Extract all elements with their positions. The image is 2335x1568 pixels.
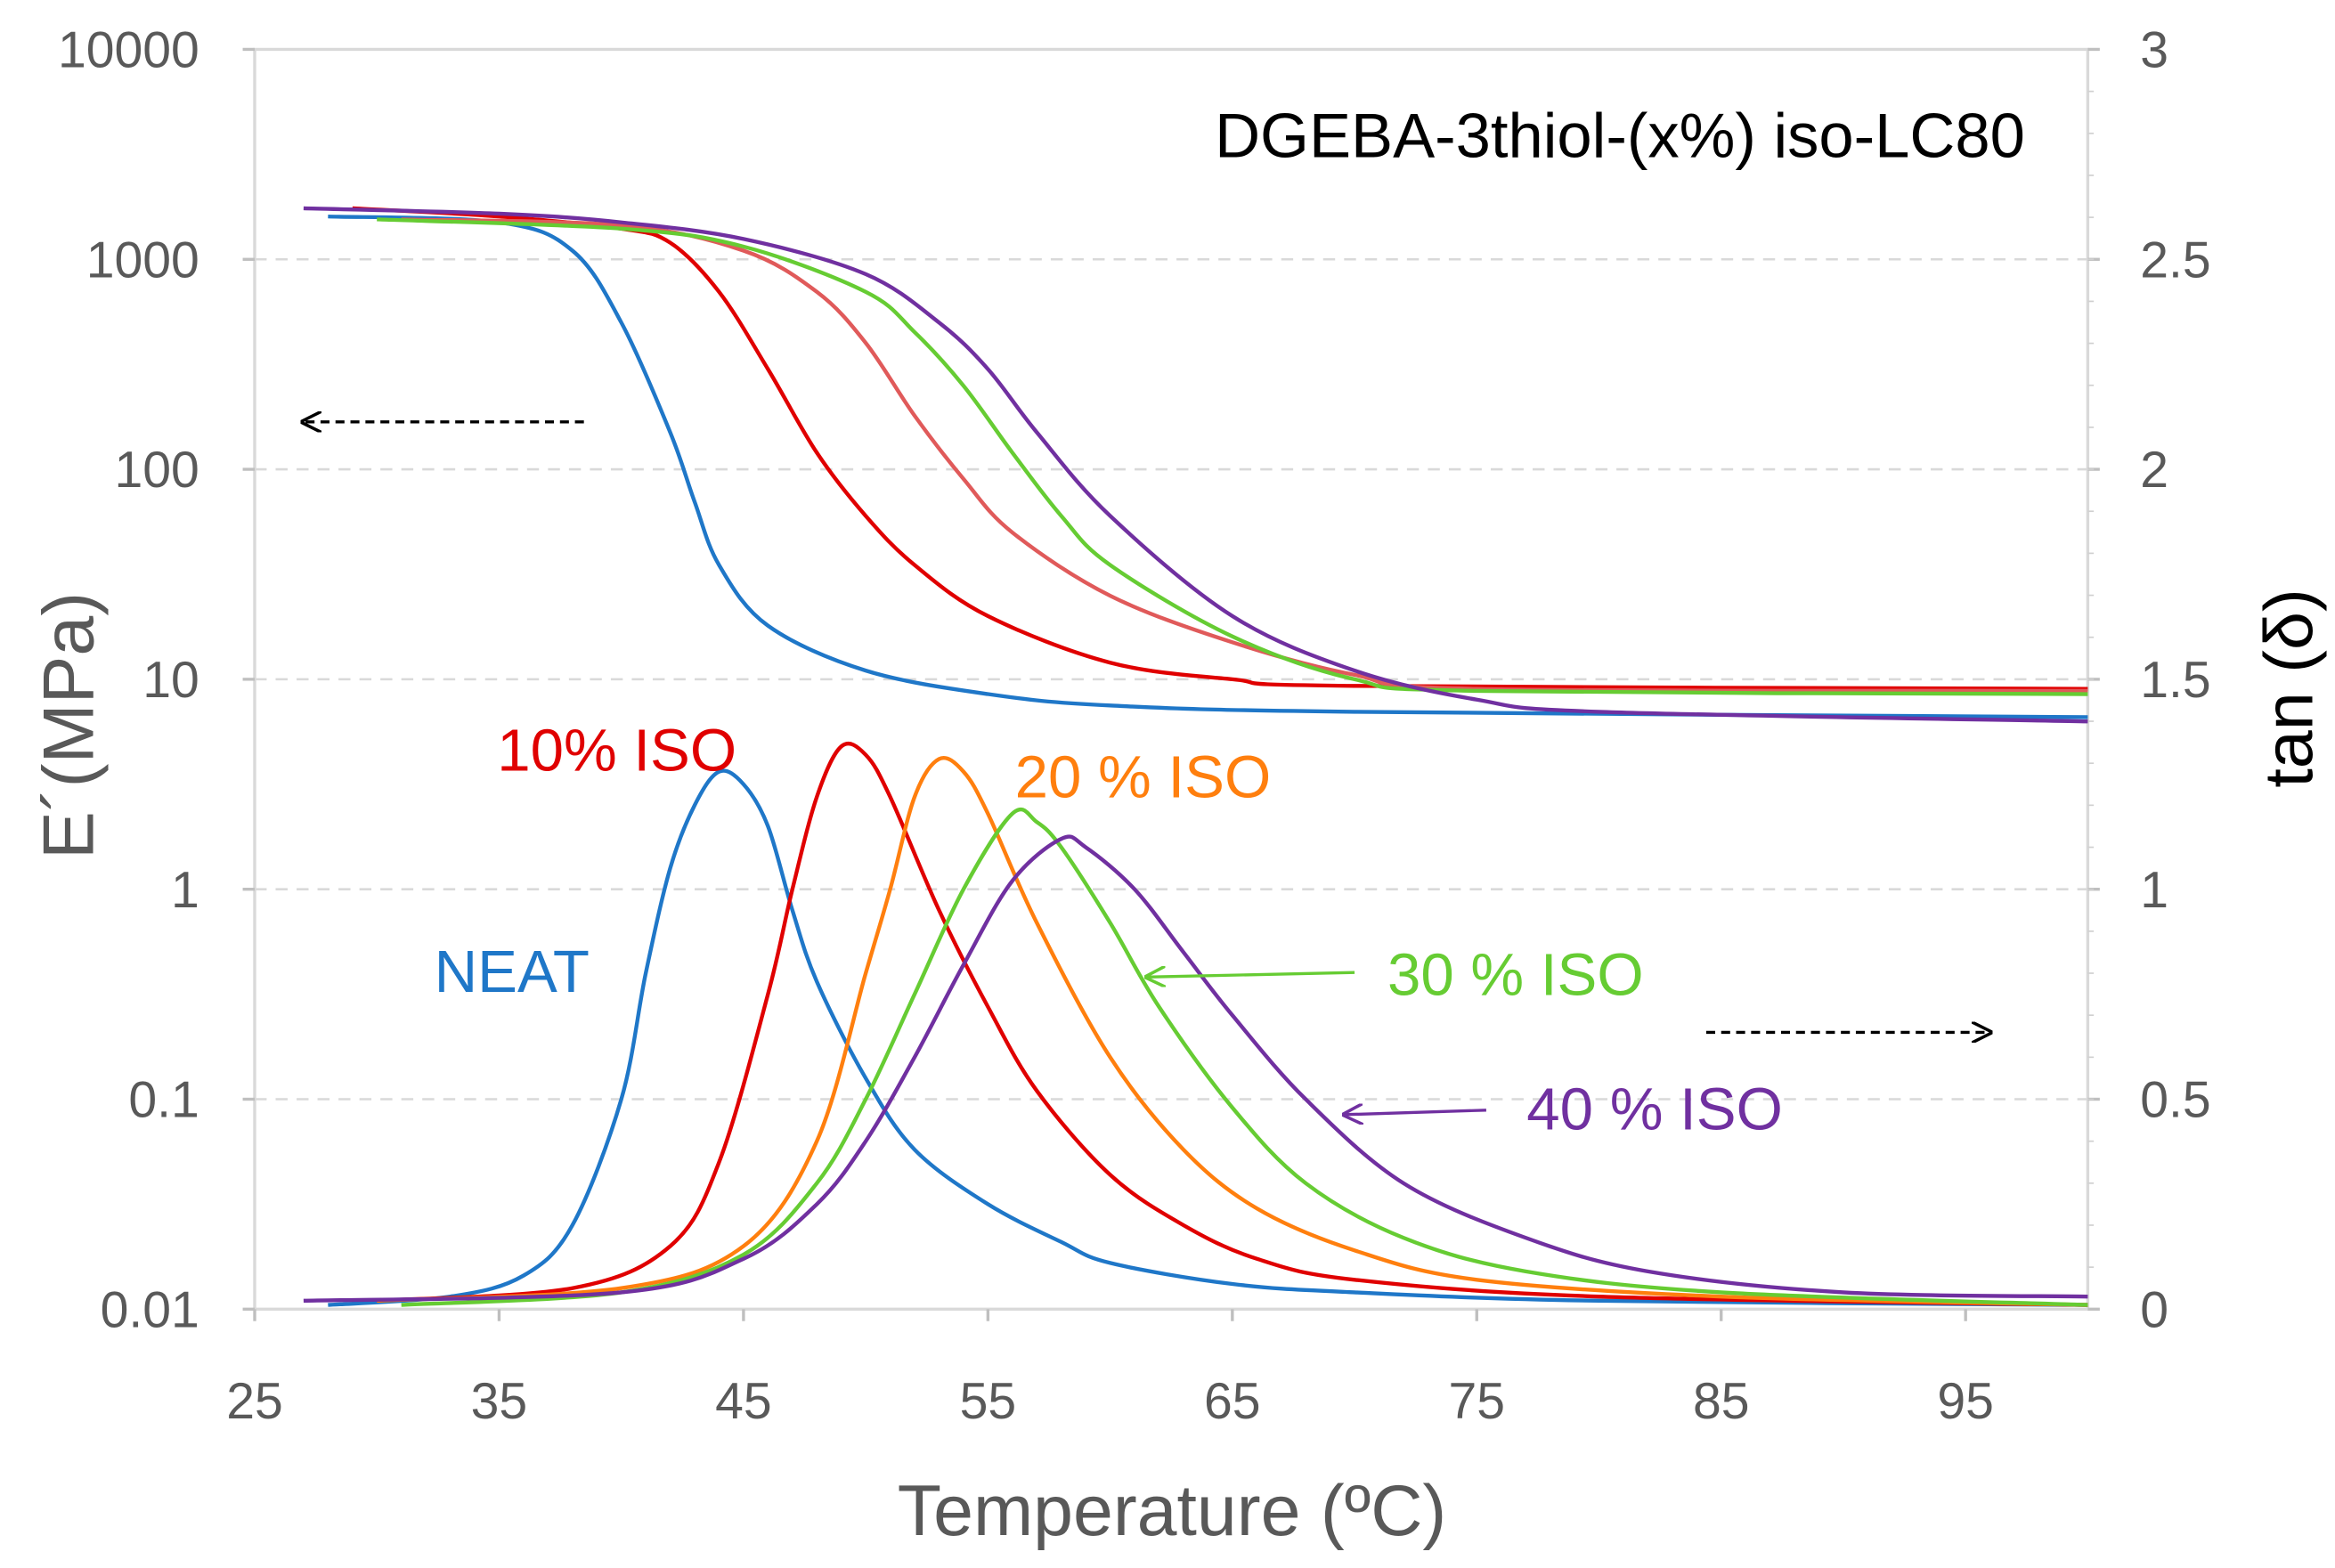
series-40-iso-tan <box>303 834 2088 1304</box>
y2-tick-label: 0 <box>2140 1281 2168 1338</box>
annotation-neat: NEAT <box>435 938 590 1005</box>
axis-ticks: 10000 1000 100 10 1 0.1 0.01 3 2.5 2 1.5 1 0.5 0 25 35 4… <box>58 22 2211 1430</box>
x-tick-label: 85 <box>1693 1373 1750 1430</box>
arrow-40-iso <box>1344 1110 1486 1115</box>
chart-title: DGEBA-3thiol-(x%) iso-LC80 <box>1215 100 2025 170</box>
series-40-iso-e <box>303 206 2088 724</box>
series-20-iso-e <box>401 217 2088 694</box>
y-axis-label: E´(MPa) <box>29 592 110 859</box>
series-neat-tan <box>328 768 2088 1307</box>
y-tick-label: 10000 <box>58 22 199 79</box>
y-tick-label: 1 <box>171 862 199 919</box>
series-lines <box>303 206 2088 1307</box>
annotation-20-iso: 20 % ISO <box>1015 744 1272 811</box>
y2-tick-label: 1.5 <box>2140 652 2210 709</box>
y-tick-label: 100 <box>115 442 199 499</box>
annotation-30-iso: 30 % ISO <box>1387 941 1644 1008</box>
series-10-iso-tan <box>377 741 2088 1307</box>
x-tick-label: 45 <box>715 1373 772 1430</box>
y2-axis-label: tan (δ) <box>2250 589 2327 787</box>
annotation-10-iso: 10% ISO <box>497 717 736 784</box>
y2-tick-label: 2.5 <box>2140 232 2210 288</box>
series-neat-e <box>328 214 2088 719</box>
arrow-30-iso <box>1146 972 1355 977</box>
y-tick-label: 1000 <box>86 232 199 288</box>
series-30-iso-e <box>377 217 2088 696</box>
x-tick-label: 35 <box>471 1373 528 1430</box>
x-tick-label: 55 <box>960 1373 1017 1430</box>
series-10-iso-e <box>352 206 2088 691</box>
x-tick-label: 25 <box>226 1373 283 1430</box>
y-tick-label: 10 <box>142 652 199 709</box>
x-tick-label: 75 <box>1448 1373 1505 1430</box>
series-20-iso-tan <box>377 756 2088 1307</box>
y2-tick-label: 3 <box>2140 22 2168 79</box>
y-tick-label: 0.1 <box>128 1072 199 1129</box>
x-axis-label: Temperature (ºC) <box>898 1471 1447 1551</box>
y2-tick-label: 1 <box>2140 862 2168 919</box>
y-tick-label: 0.01 <box>101 1281 199 1338</box>
x-tick-label: 65 <box>1204 1373 1261 1430</box>
annotation-40-iso: 40 % ISO <box>1526 1076 1783 1143</box>
series-30-iso-tan <box>401 807 2088 1307</box>
x-tick-label: 95 <box>1937 1373 1994 1430</box>
y2-tick-label: 0.5 <box>2140 1072 2210 1129</box>
y2-tick-label: 2 <box>2140 442 2168 499</box>
